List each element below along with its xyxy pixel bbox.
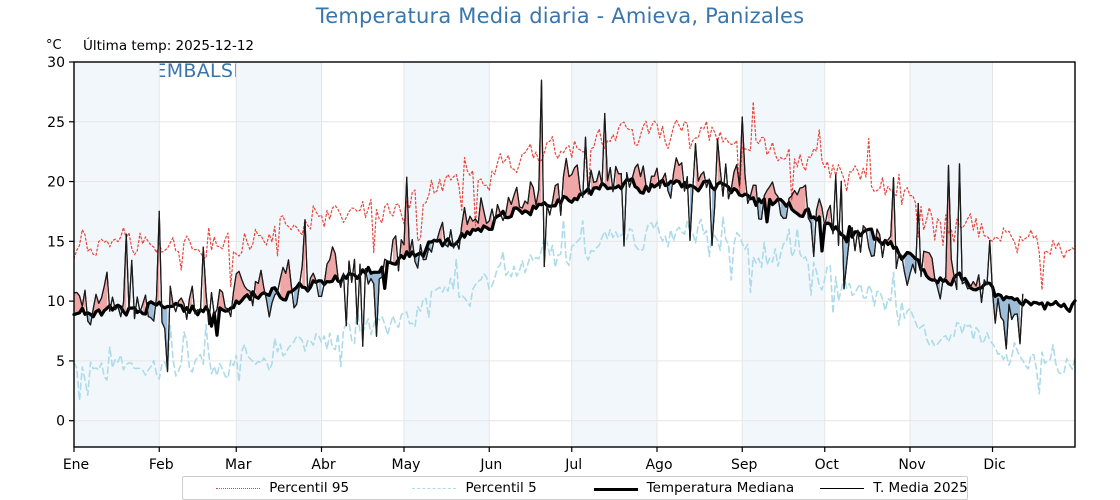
x-tick-label-oct: Oct bbox=[815, 457, 840, 473]
y-tick-label: 30 bbox=[47, 55, 65, 71]
x-tick-label-abr: Abr bbox=[311, 457, 335, 473]
series-percentil-95 bbox=[73, 101, 1076, 291]
legend-label: T. Media 2025 bbox=[873, 480, 968, 496]
chart-title: Temperatura Media diaria - Amieva, Paniz… bbox=[315, 4, 805, 28]
x-tick-label-mar: Mar bbox=[225, 457, 252, 473]
legend-item-3[interactable]: T. Media 2025 bbox=[820, 477, 968, 499]
axis-ticks: 0 5 10 15 20 25 30 Ene Feb Mar Abr May Jun Jul Ago Sep O… bbox=[47, 55, 1006, 473]
legend-item-2[interactable]: Temperatura Mediana bbox=[567, 477, 821, 499]
series-percentil-5 bbox=[73, 216, 1076, 402]
x-tick-label-may: May bbox=[392, 457, 421, 473]
x-tick-label-nov: Nov bbox=[898, 457, 925, 473]
y-tick-label: 15 bbox=[47, 234, 65, 250]
y-tick-label: 20 bbox=[47, 175, 65, 191]
chart-legend: Percentil 95 Percentil 5 Temperatura Media… bbox=[182, 476, 968, 500]
y-axis-unit-label: °C bbox=[46, 38, 62, 53]
legend-line-sample bbox=[593, 482, 638, 494]
x-tick-label-jul: Jul bbox=[564, 457, 582, 473]
legend-label: Percentil 5 bbox=[465, 480, 537, 496]
x-tick-label-dic: Dic bbox=[983, 457, 1005, 473]
last-temp-subtitle: Última temp: 2025-12-12 bbox=[83, 38, 255, 54]
fill-below-median bbox=[87, 181, 1020, 372]
fill-above-median bbox=[74, 80, 979, 336]
x-tick-label-sep: Sep bbox=[731, 457, 758, 473]
x-tick-label-jun: Jun bbox=[479, 457, 502, 473]
x-tick-label-ago: Ago bbox=[645, 457, 672, 473]
x-tick-label-feb: Feb bbox=[149, 457, 174, 473]
legend-item-0[interactable]: Percentil 95 bbox=[183, 477, 382, 499]
plot-frame bbox=[73, 61, 1076, 448]
y-tick-label: 0 bbox=[56, 414, 65, 430]
series-temperatura-mediana bbox=[72, 177, 1077, 337]
series-t-media-2025-top bbox=[73, 79, 1024, 373]
legend-label: Percentil 95 bbox=[269, 480, 350, 496]
legend-item-1[interactable]: Percentil 5 bbox=[382, 477, 566, 499]
x-tick-label-ene: Ene bbox=[63, 457, 89, 473]
y-tick-label: 5 bbox=[56, 354, 65, 370]
y-tick-label: 25 bbox=[47, 115, 65, 131]
legend-line-sample bbox=[216, 482, 261, 494]
legend-line-sample bbox=[820, 482, 865, 494]
legend-label: Temperatura Mediana bbox=[646, 480, 795, 496]
legend-line-sample bbox=[412, 482, 457, 494]
month-bands bbox=[74, 62, 993, 447]
y-tick-label: 10 bbox=[47, 294, 65, 310]
